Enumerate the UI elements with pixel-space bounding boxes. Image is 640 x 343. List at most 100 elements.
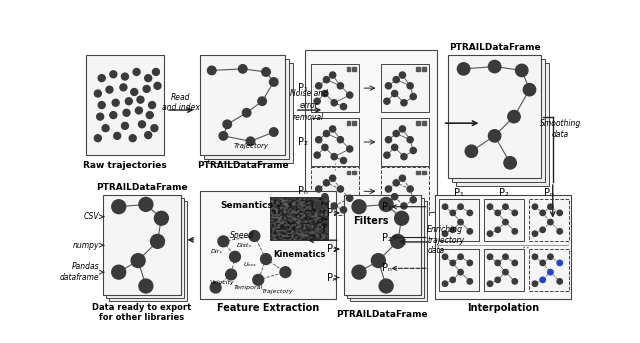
Text: Trajectory: Trajectory [262, 289, 293, 294]
Circle shape [540, 260, 545, 265]
Circle shape [557, 229, 563, 234]
Text: Enriching
trajectory
data: Enriching trajectory data [428, 225, 465, 255]
Circle shape [352, 265, 366, 279]
Circle shape [337, 137, 344, 143]
Text: Smoothing
data: Smoothing data [540, 119, 581, 139]
Text: P₂: P₂ [499, 188, 509, 198]
Text: Temporal: Temporal [234, 285, 263, 290]
Circle shape [450, 260, 456, 265]
Circle shape [223, 120, 232, 129]
Circle shape [495, 260, 500, 265]
Circle shape [110, 71, 117, 78]
Text: Feature Extraction: Feature Extraction [217, 303, 319, 314]
Circle shape [145, 132, 152, 139]
Text: P₂: P₂ [298, 137, 308, 147]
Circle shape [407, 137, 413, 143]
Circle shape [314, 201, 320, 208]
Circle shape [458, 270, 463, 275]
Circle shape [112, 200, 125, 214]
Circle shape [487, 281, 493, 286]
Circle shape [503, 254, 508, 259]
Circle shape [230, 251, 241, 262]
Text: P₂: P₂ [328, 244, 337, 254]
Circle shape [393, 130, 399, 137]
Circle shape [98, 102, 105, 108]
Circle shape [487, 254, 493, 259]
Circle shape [557, 210, 563, 215]
Circle shape [392, 193, 397, 200]
Text: PTRAILDataFrame: PTRAILDataFrame [197, 162, 289, 170]
Bar [347, 198, 424, 298]
Circle shape [269, 128, 278, 136]
Bar [422, 67, 426, 71]
Circle shape [330, 126, 336, 132]
Circle shape [442, 204, 448, 210]
Circle shape [314, 152, 320, 158]
Circle shape [465, 145, 477, 157]
Circle shape [330, 175, 336, 181]
Circle shape [467, 279, 472, 284]
Circle shape [147, 111, 153, 119]
Bar [208, 63, 293, 163]
Circle shape [393, 76, 399, 83]
Circle shape [540, 227, 545, 233]
Circle shape [340, 104, 347, 110]
Bar [448, 55, 541, 178]
Circle shape [243, 108, 251, 117]
Circle shape [401, 203, 407, 209]
Bar [456, 63, 549, 186]
Text: P₁: P₁ [328, 208, 337, 218]
Circle shape [114, 132, 121, 139]
Text: Pandas
dataframe: Pandas dataframe [60, 262, 99, 282]
Circle shape [154, 82, 161, 89]
Circle shape [123, 109, 130, 116]
Text: Distₓ: Distₓ [237, 243, 252, 248]
Circle shape [150, 234, 164, 248]
Circle shape [393, 180, 399, 186]
Circle shape [331, 203, 337, 209]
Bar [381, 118, 429, 166]
Bar [484, 199, 524, 241]
Circle shape [508, 110, 520, 123]
Text: Filters: Filters [353, 216, 388, 226]
Bar [311, 167, 359, 215]
Circle shape [138, 121, 145, 128]
Circle shape [512, 279, 518, 284]
Circle shape [391, 234, 404, 248]
Circle shape [269, 78, 278, 86]
Circle shape [399, 175, 406, 181]
Bar [344, 195, 421, 295]
Circle shape [94, 135, 101, 142]
Circle shape [337, 83, 344, 89]
Circle shape [97, 113, 104, 120]
Text: Pₙ: Pₙ [328, 273, 337, 283]
Text: Kinematics: Kinematics [274, 250, 326, 259]
Circle shape [467, 260, 472, 265]
Circle shape [340, 157, 347, 164]
Bar [86, 55, 164, 155]
Circle shape [112, 99, 119, 106]
Circle shape [384, 201, 390, 208]
Text: P₂: P₂ [383, 233, 392, 243]
Circle shape [487, 231, 493, 236]
Circle shape [280, 267, 291, 277]
Text: Speed: Speed [230, 232, 253, 240]
Bar [200, 55, 285, 155]
Circle shape [495, 277, 500, 283]
Circle shape [226, 269, 237, 280]
Text: P₁: P₁ [298, 83, 308, 93]
Circle shape [253, 274, 264, 285]
Bar [200, 191, 336, 299]
Text: error: error [300, 100, 318, 109]
Bar [439, 249, 479, 292]
Circle shape [488, 130, 501, 142]
Circle shape [516, 64, 528, 76]
Bar [422, 121, 426, 125]
Circle shape [239, 64, 247, 73]
Circle shape [102, 125, 109, 132]
Circle shape [154, 211, 168, 225]
Circle shape [532, 204, 538, 210]
Circle shape [94, 90, 101, 97]
Circle shape [401, 100, 407, 106]
Circle shape [347, 195, 353, 201]
